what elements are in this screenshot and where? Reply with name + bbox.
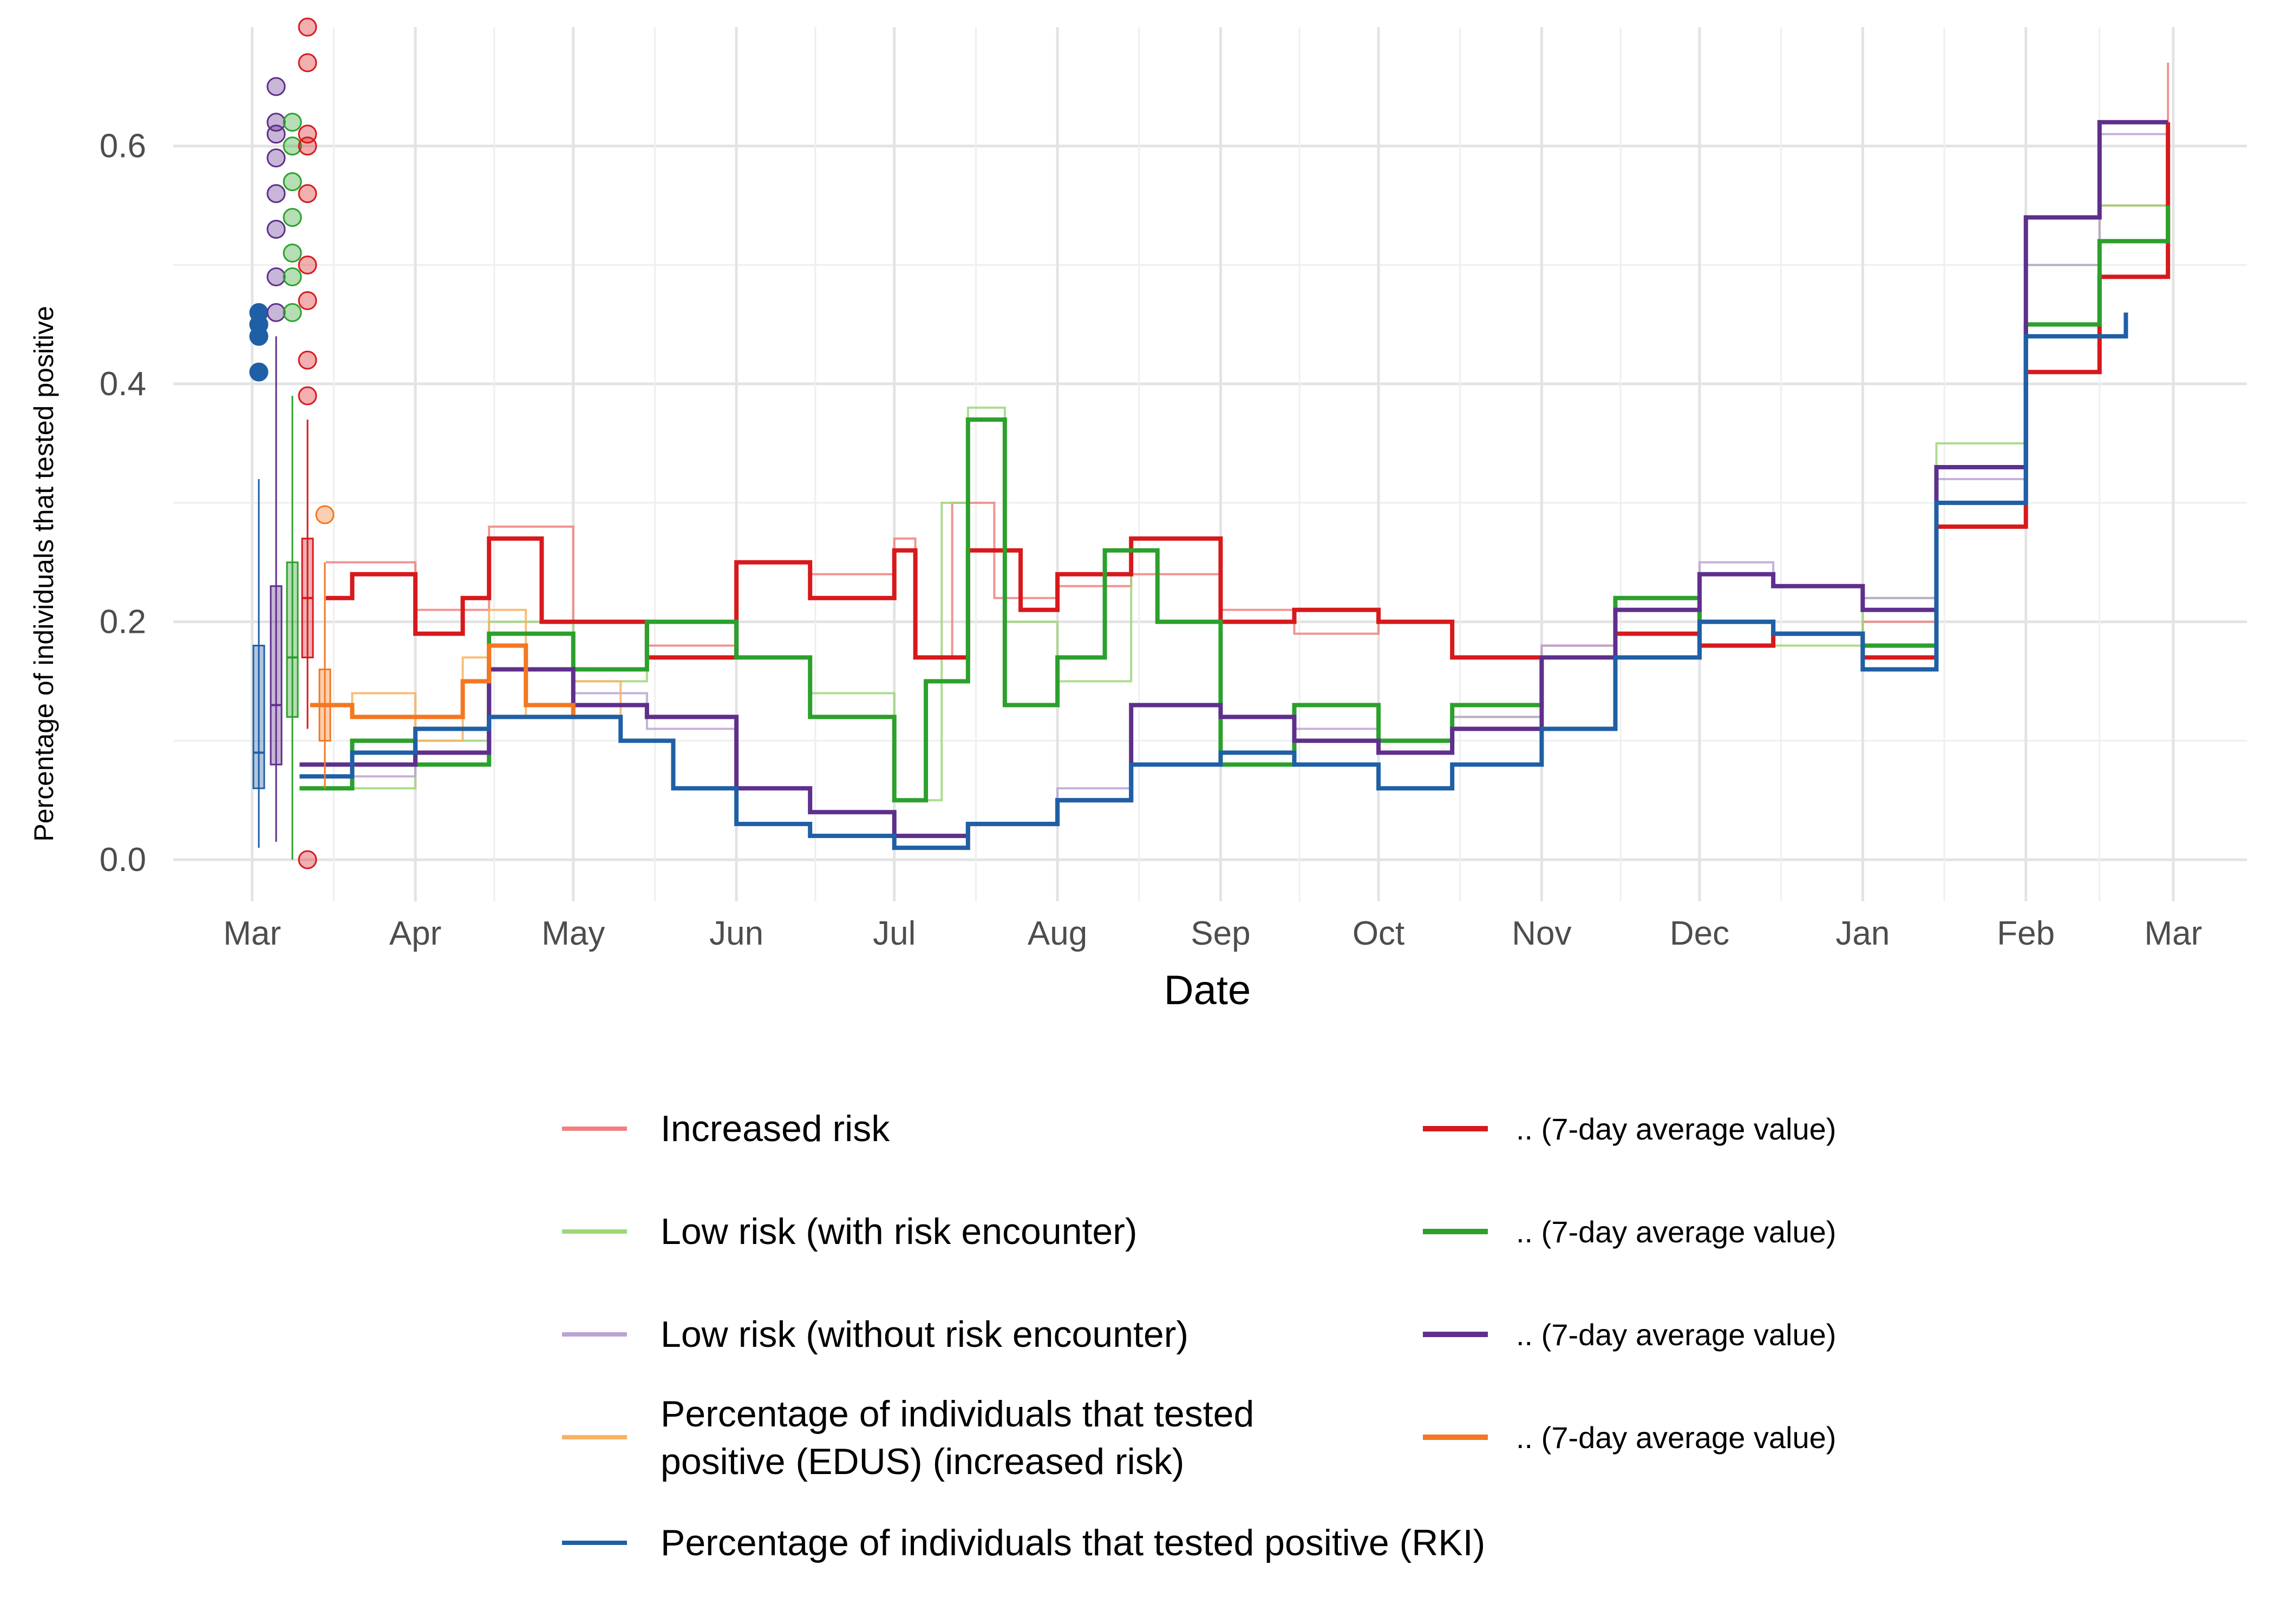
boxplot (266, 77, 286, 842)
x-tick-label: Jan (1835, 915, 1890, 952)
boxplot-outlier (283, 303, 302, 322)
legend-label: Percentage of individuals that tested po… (661, 1522, 1485, 1563)
boxplot-outlier (266, 220, 286, 239)
series-line (299, 312, 2128, 850)
x-axis: Mar Apr May Jun Jul Aug Sep Oct Nov Dec Jan Feb Mar (223, 915, 2202, 952)
x-tick-label: Dec (1670, 915, 1729, 952)
boxplot-outlier (266, 148, 286, 168)
x-tick-label: Jul (873, 915, 916, 952)
boxplot-outlier (315, 505, 335, 525)
x-tick-label: May (541, 915, 605, 952)
y-axis: 0.0 0.2 0.4 0.6 (100, 128, 146, 879)
boxplot-outlier (283, 243, 302, 263)
boxplot-outlier (283, 267, 302, 286)
x-axis-title: Date (1164, 967, 1251, 1013)
legend: Increased risk Low risk (with risk encoun… (562, 1108, 1836, 1563)
boxplot-outlier (266, 184, 286, 204)
boxplot (315, 505, 335, 789)
boxplot-outlier (298, 53, 317, 73)
boxplot-box (270, 585, 283, 765)
boxplot (283, 113, 302, 860)
boxplot-outlier (249, 362, 269, 382)
legend-label: .. (7-day average value) (1516, 1215, 1836, 1249)
boxplot-outlier (266, 77, 286, 96)
series-line (325, 62, 2170, 659)
boxplots (249, 17, 335, 869)
boxplot-outlier (298, 386, 317, 405)
series-line (299, 120, 2168, 839)
boxplot (298, 17, 317, 869)
boxplot-outlier (298, 350, 317, 370)
plot-area (299, 62, 2171, 850)
x-tick-label: Mar (2145, 915, 2203, 952)
boxplot-outlier (298, 17, 317, 37)
series-line (325, 122, 2170, 837)
boxplot-outlier (283, 136, 302, 156)
boxplot-outlier (283, 208, 302, 227)
legend-label: Low risk (with risk encounter) (661, 1211, 1137, 1252)
boxplot-outlier (249, 303, 269, 322)
x-tick-label: Feb (1997, 915, 2055, 952)
boxplot-outlier (283, 113, 302, 132)
boxplot-outlier (283, 172, 302, 192)
boxplot-box (252, 645, 265, 789)
boxplot-outlier (266, 267, 286, 286)
legend-label: Percentage of individuals that tested (661, 1393, 1254, 1435)
legend-label: .. (7-day average value) (1516, 1112, 1836, 1146)
x-tick-label: Jun (709, 915, 763, 952)
x-tick-label: Sep (1191, 915, 1250, 952)
boxplot-outlier (266, 113, 286, 132)
y-tick-label: 0.0 (100, 841, 146, 879)
boxplot-outlier (298, 184, 317, 204)
boxplot (249, 303, 269, 848)
y-tick-label: 0.6 (100, 128, 146, 165)
series-line (325, 122, 2171, 660)
legend-label: Low risk (without risk encounter) (661, 1314, 1188, 1355)
legend-label: Increased risk (661, 1108, 890, 1149)
legend-label: .. (7-day average value) (1516, 1318, 1836, 1352)
y-axis-title: Percentage of individuals that tested po… (29, 306, 59, 842)
legend-label: .. (7-day average value) (1516, 1420, 1836, 1455)
x-tick-label: Oct (1352, 915, 1404, 952)
y-tick-label: 0.4 (100, 365, 146, 403)
boxplot-box (286, 561, 299, 718)
boxplot-outlier (298, 291, 317, 310)
x-tick-label: Aug (1028, 915, 1087, 952)
x-tick-label: Apr (389, 915, 441, 952)
series-line (310, 643, 621, 719)
boxplot-outlier (298, 850, 317, 869)
x-tick-label: Mar (223, 915, 281, 952)
x-tick-label: Nov (1512, 915, 1571, 952)
boxplot-outlier (298, 255, 317, 274)
boxplot-outlier (266, 303, 286, 322)
y-tick-label: 0.2 (100, 604, 146, 641)
legend-label: positive (EDUS) (increased risk) (661, 1441, 1184, 1482)
boxplot-outlier (298, 125, 317, 144)
